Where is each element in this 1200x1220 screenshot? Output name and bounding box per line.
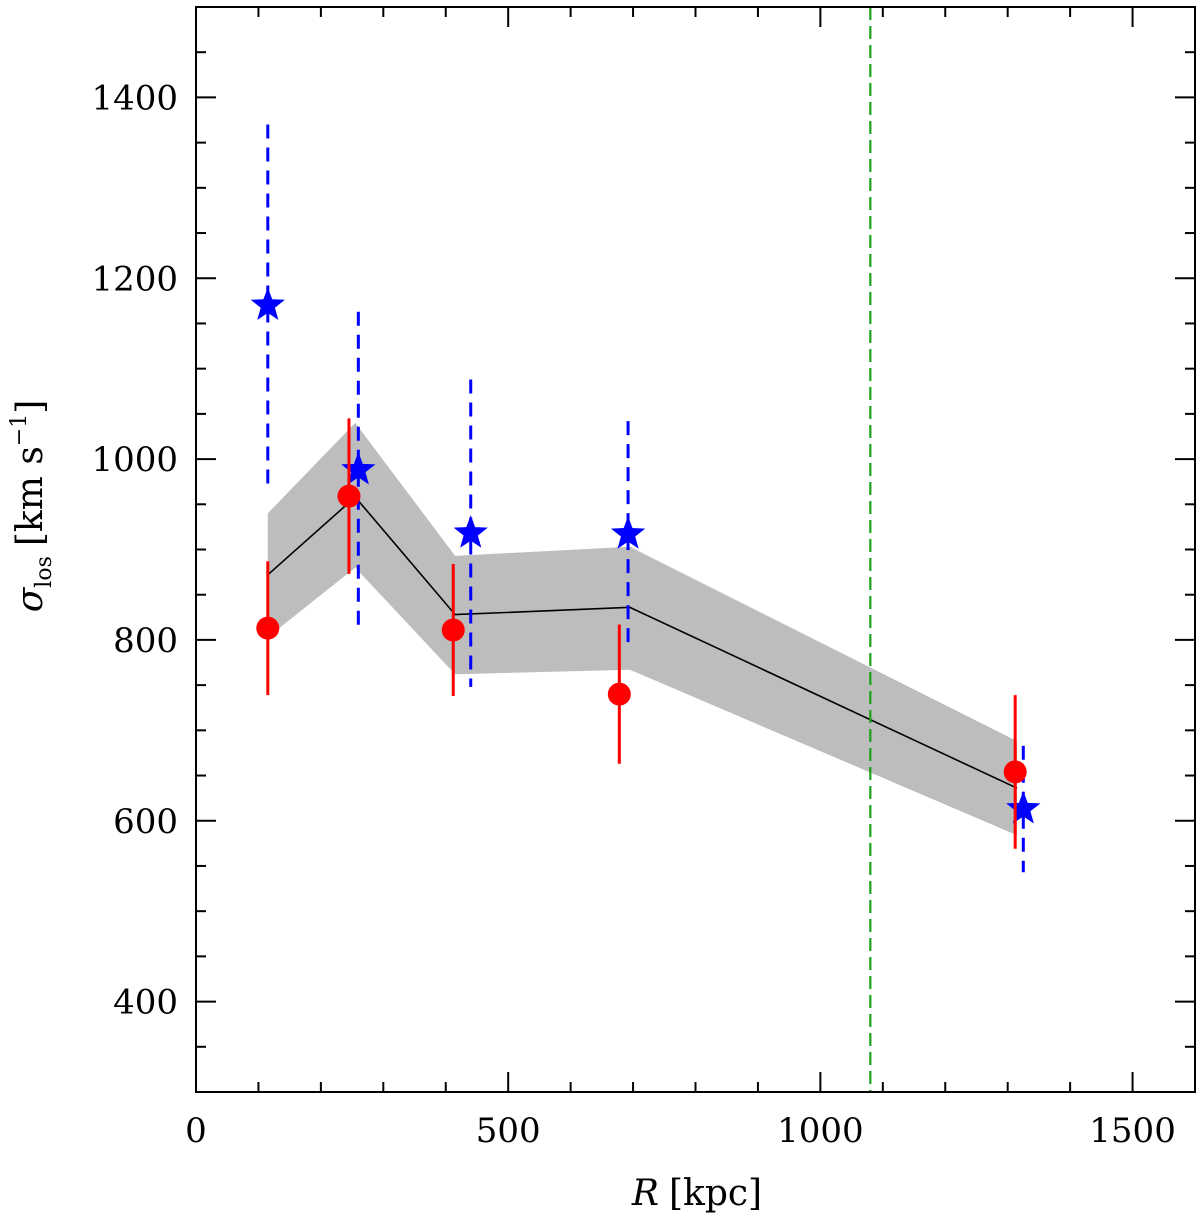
x-axis-title: R [kpc] xyxy=(631,1173,762,1214)
red-circle-point xyxy=(607,682,631,706)
x-tick-label: 500 xyxy=(476,1111,541,1151)
red-circle-point xyxy=(337,484,361,508)
y-axis-unit-exp: −1 xyxy=(7,414,32,446)
y-axis-unit-post: ] xyxy=(10,400,51,414)
x-tick-label: 0 xyxy=(185,1111,207,1151)
blue-star-point xyxy=(453,515,488,548)
y-axis-subscript: los xyxy=(32,556,57,588)
plot-frame xyxy=(195,6,1196,1093)
red-circle-point xyxy=(441,618,465,642)
y-tick-label: 1000 xyxy=(91,440,178,480)
x-axis-symbol: R xyxy=(631,1173,659,1214)
y-tick-labels: 400 600 800 1000 1200 1400 xyxy=(91,78,178,1022)
red-circle-point xyxy=(1003,760,1027,784)
model-curve xyxy=(267,495,1018,789)
y-axis-title: σlos [km s−1] xyxy=(7,400,57,613)
y-axis-unit-pre: [km s xyxy=(10,446,51,546)
x-tick-labels: 0 500 1000 1500 xyxy=(185,1111,1176,1151)
series-blue-stars xyxy=(250,124,1041,873)
y-tick-label: 600 xyxy=(113,802,178,842)
x-tick-label: 1500 xyxy=(1089,1111,1176,1151)
y-axis-symbol: σ xyxy=(10,586,51,612)
x-tick-label: 1000 xyxy=(777,1111,864,1151)
blue-star-point xyxy=(1006,791,1041,824)
y-tick-label: 400 xyxy=(113,983,178,1023)
red-circle-point xyxy=(256,616,280,640)
model-line xyxy=(267,495,1018,789)
model-band-area xyxy=(267,422,1018,836)
model-band xyxy=(267,422,1018,836)
series-red-circles xyxy=(256,418,1027,849)
y-tick-label: 1400 xyxy=(91,78,178,118)
y-tick-label: 1200 xyxy=(91,259,178,299)
y-tick-label: 800 xyxy=(113,621,178,661)
blue-star-point xyxy=(610,516,646,549)
blue-star-point xyxy=(341,451,376,485)
x-axis-unit: [kpc] xyxy=(669,1173,762,1214)
blue-star-point xyxy=(250,287,285,320)
